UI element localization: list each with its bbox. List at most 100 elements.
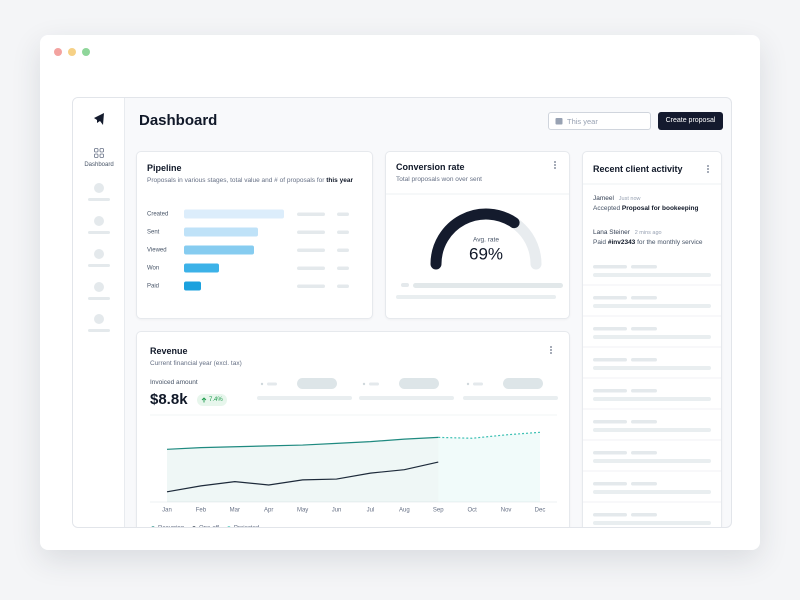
placeholder	[399, 378, 439, 389]
placeholder	[593, 335, 711, 339]
icon-part	[555, 118, 563, 125]
placeholder	[94, 314, 104, 324]
bar	[184, 281, 201, 291]
gauge-value-label: 69%	[469, 244, 503, 263]
placeholder	[593, 459, 711, 463]
activity-text: Paid #inv2343 for the monthly service	[593, 239, 703, 246]
line	[166, 436, 439, 450]
legend-label: One-off	[199, 526, 219, 528]
sidebar: Dashboard	[73, 98, 125, 527]
placeholder	[463, 396, 558, 400]
placeholder	[503, 378, 543, 389]
x-tick-label: Aug	[399, 508, 410, 514]
placeholder	[337, 230, 349, 234]
placeholder	[593, 358, 627, 362]
placeholder	[466, 382, 470, 386]
date-filter-text: This year	[567, 117, 598, 126]
menu-dot	[554, 161, 556, 163]
create-button[interactable]: Create proposal	[658, 112, 723, 130]
activity-object: #inv2343	[607, 239, 636, 246]
placeholder	[88, 329, 110, 332]
card-title: Revenue	[150, 346, 188, 356]
conversion-card: Conversion rate Total proposals won over…	[385, 151, 570, 319]
placeholder	[593, 451, 627, 455]
subtitle-emphasis: this year	[326, 177, 353, 184]
legend-swatch	[227, 526, 231, 527]
x-tick-label: Sep	[433, 508, 444, 514]
bar	[184, 209, 284, 219]
placeholder	[593, 397, 711, 401]
x-tick-label: Feb	[196, 508, 207, 514]
activity-object: Proposal for bookeeping	[621, 205, 699, 212]
placeholder	[593, 420, 627, 424]
placeholder	[94, 282, 104, 292]
card-subtitle: Total proposals won over sent	[396, 176, 482, 183]
placeholder	[337, 266, 349, 270]
date-filter[interactable]: This year	[548, 112, 651, 130]
x-tick-label: Jul	[367, 508, 375, 514]
x-tick-label: Oct	[468, 508, 478, 514]
activity-time: 2 mins ago	[634, 230, 662, 236]
subtitle-text: Proposals in various stages, total value…	[147, 177, 325, 184]
x-tick-label: Apr	[264, 508, 273, 514]
placeholder	[297, 266, 325, 270]
placeholder	[267, 382, 277, 386]
menu-dot	[550, 349, 552, 351]
placeholder	[88, 297, 110, 300]
placeholder	[297, 378, 337, 389]
calendar-icon	[555, 118, 563, 125]
placeholder	[94, 249, 104, 259]
arrow-shape	[201, 397, 207, 403]
logo[interactable]	[92, 112, 106, 126]
placeholder	[88, 264, 110, 267]
activity-item[interactable]: Lana Steiner 2 mins ago Paid #inv2343 fo…	[593, 229, 703, 246]
placeholder	[593, 389, 627, 393]
pipeline-card: Pipeline Proposals in various stages, to…	[136, 151, 373, 319]
app: Dashboard Dashboard This year Create pro…	[72, 97, 732, 528]
metric-label: Invoiced amount	[150, 379, 198, 386]
placeholder	[369, 382, 379, 386]
placeholder	[297, 212, 325, 216]
menu-dot	[550, 346, 552, 348]
placeholder	[257, 396, 352, 400]
card-subtitle: Proposals in various stages, total value…	[147, 177, 353, 184]
bar	[184, 263, 219, 273]
placeholder	[631, 451, 657, 455]
placeholder	[337, 248, 349, 252]
placeholder	[593, 428, 711, 432]
window-minimize[interactable]	[68, 48, 76, 56]
activity-text: Accepted Proposal for bookeeping	[593, 205, 698, 212]
placeholder	[631, 482, 657, 486]
bar-label: Won	[147, 266, 159, 272]
x-tick-label: May	[297, 508, 308, 514]
bar	[184, 245, 254, 255]
menu-dot	[707, 168, 709, 170]
placeholder	[260, 382, 264, 386]
placeholder	[593, 304, 711, 308]
window-close[interactable]	[54, 48, 62, 56]
card-title: Recent client activity	[593, 164, 683, 174]
bar-label: Created	[147, 212, 168, 218]
legend-label: Projected	[234, 526, 259, 528]
placeholder	[631, 296, 657, 300]
x-tick-label: Mar	[230, 508, 240, 514]
icon-part	[94, 153, 99, 158]
placeholder	[593, 513, 627, 517]
menu-dot	[707, 171, 709, 173]
activity-item[interactable]: Jameel Just now Accepted Proposal for bo…	[593, 195, 698, 212]
placeholder	[88, 231, 110, 234]
area	[438, 432, 540, 502]
x-tick-label: Jun	[332, 508, 342, 514]
placeholder	[297, 248, 325, 252]
placeholder	[631, 420, 657, 424]
logo-shape	[94, 113, 104, 125]
nav-item[interactable]: Dashboard	[84, 162, 114, 168]
placeholder	[88, 198, 110, 201]
placeholder	[593, 521, 711, 525]
x-tick-label: Dec	[535, 508, 546, 514]
activity-card: Recent client activity Jameel Just now A…	[582, 151, 722, 527]
nav-icon[interactable]	[94, 148, 104, 158]
area	[167, 437, 439, 502]
window-maximize[interactable]	[82, 48, 90, 56]
